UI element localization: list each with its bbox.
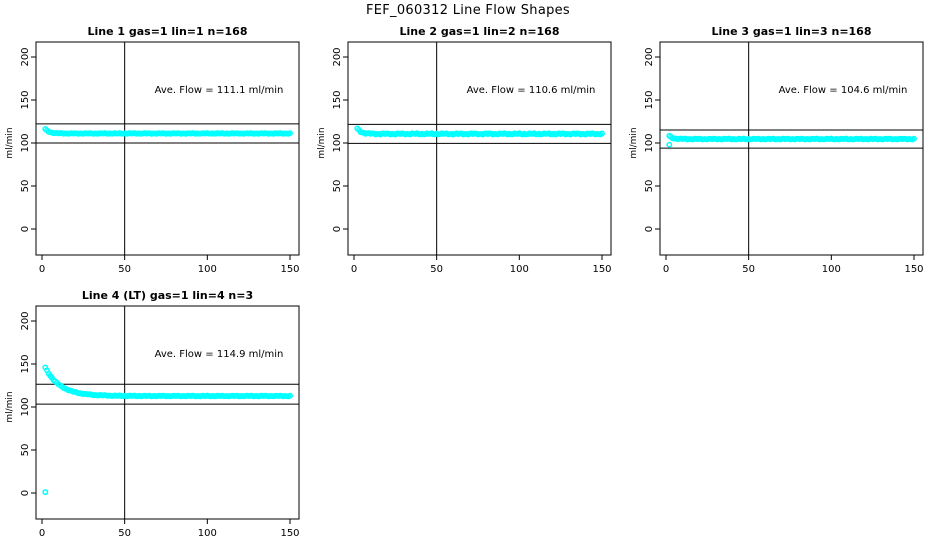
y-tick-label: 50	[20, 180, 31, 193]
data-points	[42, 126, 293, 137]
flow-outlier-point	[666, 141, 673, 148]
flow-point	[287, 392, 293, 399]
y-axis-label: ml/min	[5, 127, 15, 158]
y-tick-label: 50	[644, 180, 655, 193]
data-points	[354, 125, 605, 138]
ave-flow-annotation-line-2: Ave. Flow = 110.6 ml/min	[466, 85, 596, 96]
plot-box	[347, 41, 612, 256]
y-tick-label: 150	[20, 90, 31, 109]
data-points	[666, 132, 917, 148]
subplot-title-line-3: Line 3 gas=1 lin=3 n=168	[711, 25, 872, 38]
flow-point	[599, 130, 605, 137]
x-axis: 0 50 100 150	[351, 255, 612, 275]
y-tick-label: 100	[332, 133, 343, 152]
y-tick-label: 150	[332, 90, 343, 109]
flow-point	[911, 135, 917, 142]
y-tick-label: 200	[20, 311, 31, 330]
y-tick-label: 100	[20, 397, 31, 416]
reference-lines	[36, 42, 299, 255]
x-tick-label: 100	[198, 528, 217, 539]
reference-lines	[348, 42, 611, 255]
y-axis-label: ml/min	[5, 391, 15, 422]
y-tick-label: 0	[20, 226, 31, 232]
x-tick-label: 100	[510, 264, 529, 275]
x-axis: 0 50 100 150	[39, 255, 300, 275]
x-tick-label: 100	[822, 264, 841, 275]
plot-box	[35, 305, 300, 520]
x-tick-label: 0	[663, 264, 669, 275]
plot-canvas-line-1: 0 50 100 150 0 50 100 150 200 ml/min	[5, 41, 300, 275]
x-tick-label: 50	[118, 528, 131, 539]
y-tick-label: 200	[332, 47, 343, 66]
y-tick-label: 50	[20, 444, 31, 457]
x-tick-label: 150	[904, 264, 923, 275]
ave-flow-annotation-line-1: Ave. Flow = 111.1 ml/min	[154, 85, 284, 96]
x-tick-label: 50	[430, 264, 443, 275]
y-tick-label: 200	[20, 47, 31, 66]
y-axis-label: ml/min	[629, 127, 639, 158]
y-tick-label: 50	[332, 180, 343, 193]
y-tick-label: 0	[20, 490, 31, 496]
subplot-line-3: Line 3 gas=1 lin=3 n=168 Ave. Flow = 104…	[624, 24, 936, 276]
x-tick-label: 50	[118, 264, 131, 275]
subplot-title-line-2: Line 2 gas=1 lin=2 n=168	[399, 25, 560, 38]
plot-canvas-line-2: 0 50 100 150 0 50 100 150 200 ml/min	[317, 41, 612, 275]
ave-flow-annotation-line-4: Ave. Flow = 114.9 ml/min	[154, 349, 284, 360]
y-tick-label: 150	[644, 90, 655, 109]
x-tick-label: 150	[280, 264, 299, 275]
data-points	[42, 364, 293, 496]
plot-box	[35, 41, 300, 256]
x-tick-label: 0	[39, 528, 45, 539]
y-axis-label: ml/min	[317, 127, 327, 158]
plot-canvas-line-3: 0 50 100 150 0 50 100 150 200 ml/min	[629, 41, 924, 275]
x-tick-label: 0	[39, 264, 45, 275]
x-tick-label: 100	[198, 264, 217, 275]
figure-title: FEF_060312 Line Flow Shapes	[365, 3, 571, 18]
y-tick-label: 0	[332, 226, 343, 232]
y-tick-label: 100	[20, 133, 31, 152]
plot-box	[659, 41, 924, 256]
y-tick-label: 100	[644, 133, 655, 152]
y-tick-label: 200	[644, 47, 655, 66]
x-axis: 0 50 100 150	[663, 255, 924, 275]
x-tick-label: 150	[280, 528, 299, 539]
ave-flow-annotation-line-3: Ave. Flow = 104.6 ml/min	[778, 85, 908, 96]
x-tick-label: 50	[742, 264, 755, 275]
subplot-title-line-4: Line 4 (LT) gas=1 lin=4 n=3	[81, 289, 254, 302]
y-axis: 0 50 100 150 200 ml/min	[629, 47, 660, 232]
y-axis: 0 50 100 150 200 ml/min	[5, 47, 36, 232]
y-axis: 0 50 100 150 200 ml/min	[317, 47, 348, 232]
y-axis: 0 50 100 150 200 ml/min	[5, 311, 36, 496]
x-tick-label: 150	[592, 264, 611, 275]
flow-point	[287, 130, 293, 137]
x-tick-label: 0	[351, 264, 357, 275]
subplot-line-4: Line 4 (LT) gas=1 lin=4 n=3 Ave. Flow = …	[0, 288, 312, 540]
y-tick-label: 150	[20, 354, 31, 373]
plot-canvas-line-4: 0 50 100 150 0 50 100 150 200 ml/min	[5, 305, 300, 539]
y-tick-label: 0	[644, 226, 655, 232]
subplot-line-2: Line 2 gas=1 lin=2 n=168 Ave. Flow = 110…	[312, 24, 624, 276]
x-axis: 0 50 100 150	[39, 519, 300, 539]
reference-lines	[660, 42, 923, 255]
flow-outlier-point	[42, 489, 49, 496]
subplot-title-line-1: Line 1 gas=1 lin=1 n=168	[87, 25, 248, 38]
subplot-line-1: Line 1 gas=1 lin=1 n=168 Ave. Flow = 111…	[0, 24, 312, 276]
reference-lines	[36, 306, 299, 519]
